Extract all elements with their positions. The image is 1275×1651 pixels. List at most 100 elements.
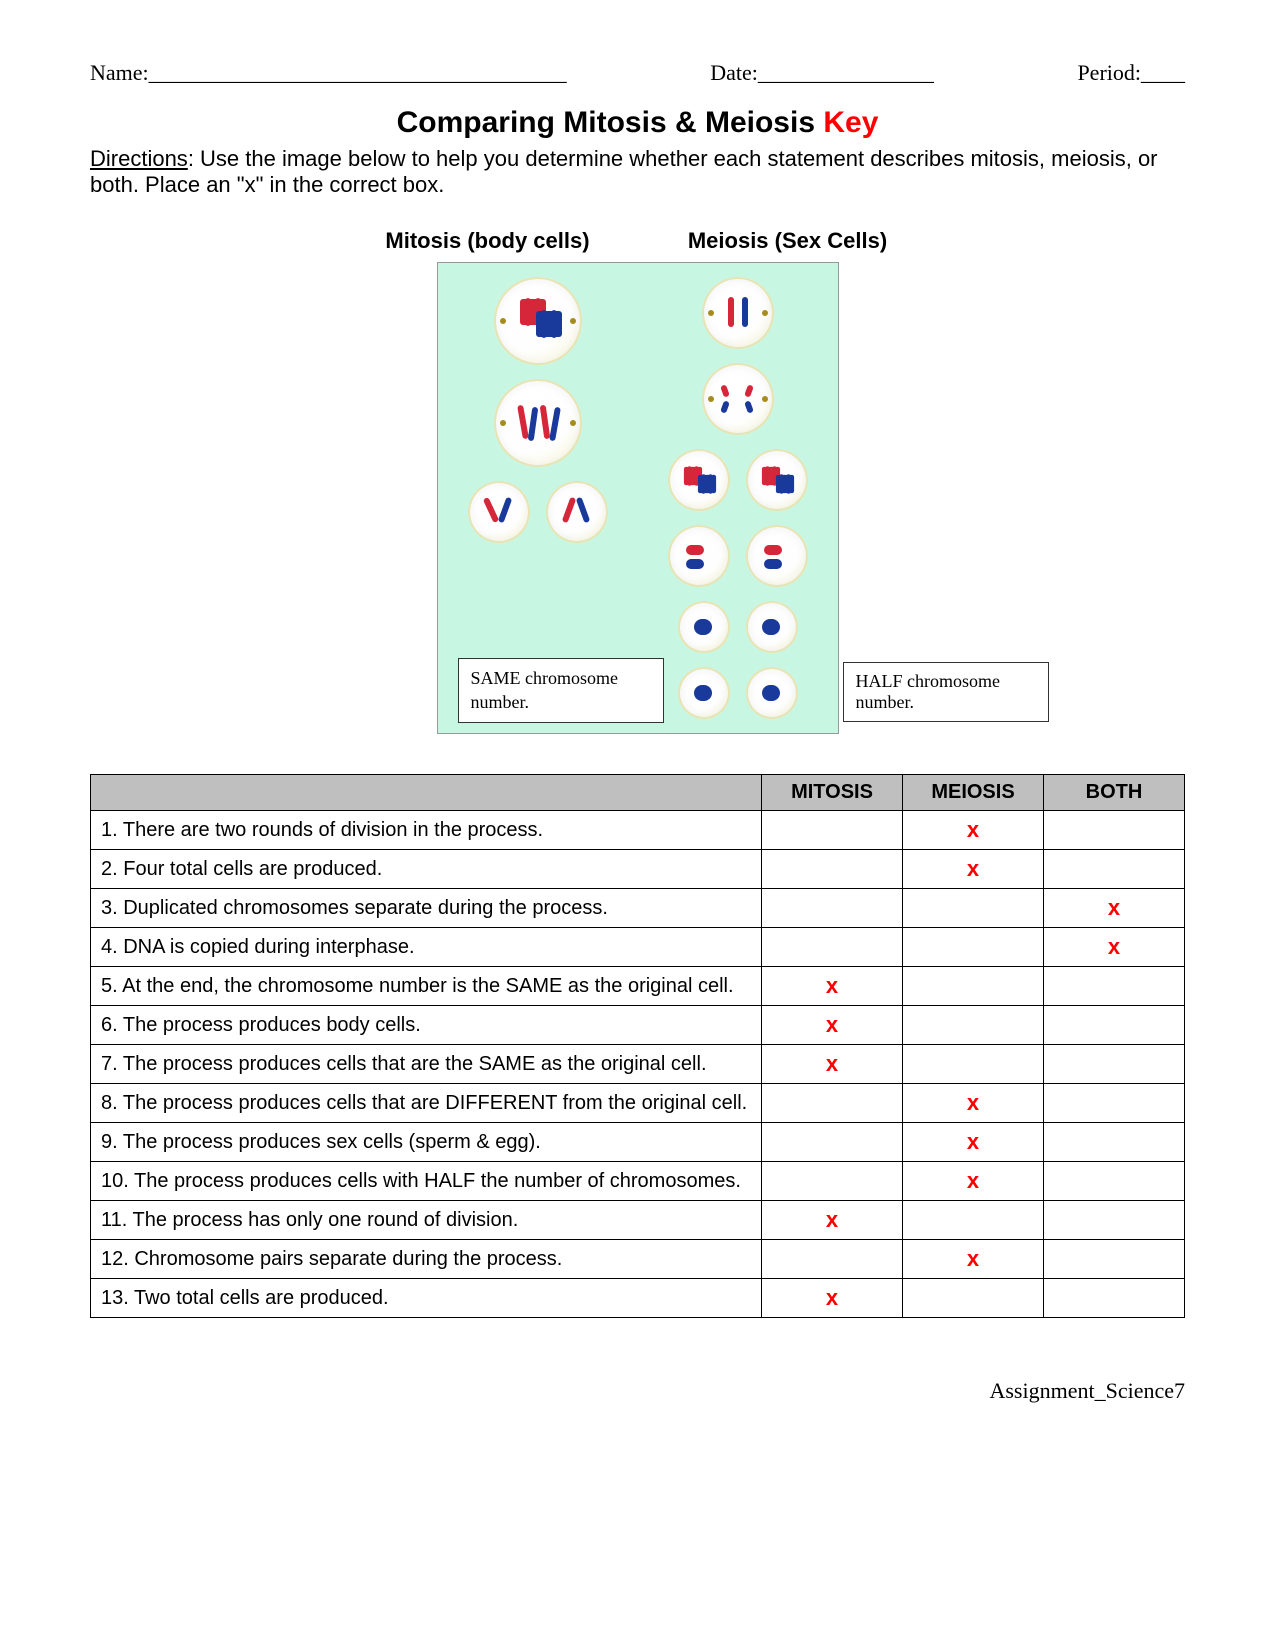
both-cell (1044, 1123, 1185, 1162)
name-field: Name:___________________________________… (90, 60, 567, 86)
mitosis-cell (762, 1162, 903, 1201)
date-field: Date:________________ (710, 60, 934, 86)
statement-cell: 8. The process produces cells that are D… (91, 1084, 762, 1123)
mitosis-title: Mitosis (body cells) (363, 228, 613, 254)
table-body: 1. There are two rounds of division in t… (91, 811, 1185, 1318)
meiosis-cell (903, 967, 1044, 1006)
meiosis-cell: x (903, 1084, 1044, 1123)
directions-label: Directions (90, 146, 188, 171)
meiosis-final-3 (678, 667, 730, 719)
meiosis-cell: x (903, 811, 1044, 850)
meiosis-final-1 (678, 601, 730, 653)
meiosis-cell (903, 1045, 1044, 1084)
table-row: 3. Duplicated chromosomes separate durin… (91, 889, 1185, 928)
meiosis-cell: x (903, 1240, 1044, 1279)
meiosis-column (668, 277, 808, 719)
both-cell (1044, 811, 1185, 850)
both-cell: x (1044, 928, 1185, 967)
th-statement (91, 775, 762, 811)
meiosis-cell-3a (668, 449, 730, 511)
statement-cell: 11. The process has only one round of di… (91, 1201, 762, 1240)
meiosis-final-2 (746, 601, 798, 653)
th-mitosis: MITOSIS (762, 775, 903, 811)
meiosis-cell (903, 1279, 1044, 1318)
table-row: 12. Chromosome pairs separate during the… (91, 1240, 1185, 1279)
header-fields: Name:___________________________________… (90, 60, 1185, 86)
meiosis-cell-2 (702, 363, 774, 435)
statement-cell: 4. DNA is copied during interphase. (91, 928, 762, 967)
mitosis-cell (762, 850, 903, 889)
page-title: Comparing Mitosis & Meiosis Key (90, 106, 1185, 140)
diagram-box: SAME chromosome number. (437, 262, 839, 734)
meiosis-final-4 (746, 667, 798, 719)
mitosis-cell (762, 928, 903, 967)
both-cell (1044, 1162, 1185, 1201)
statement-cell: 10. The process produces cells with HALF… (91, 1162, 762, 1201)
table-row: 8. The process produces cells that are D… (91, 1084, 1185, 1123)
table-row: 1. There are two rounds of division in t… (91, 811, 1185, 850)
table-row: 2. Four total cells are produced. x (91, 850, 1185, 889)
statement-cell: 6. The process produces body cells. (91, 1006, 762, 1045)
meiosis-cell (903, 889, 1044, 928)
mitosis-cell (762, 1240, 903, 1279)
both-cell (1044, 1006, 1185, 1045)
both-cell (1044, 1240, 1185, 1279)
statement-cell: 13. Two total cells are produced. (91, 1279, 762, 1318)
footer: Assignment_Science7 (90, 1378, 1185, 1404)
answer-table: MITOSIS MEIOSIS BOTH 1. There are two ro… (90, 774, 1185, 1318)
note-half: HALF chromosome number. (843, 662, 1049, 722)
title-key: Key (823, 106, 878, 139)
mitosis-cell (762, 889, 903, 928)
meiosis-cell-4a (668, 525, 730, 587)
note-same: SAME chromosome number. (458, 658, 664, 723)
directions-text: : Use the image below to help you determ… (90, 146, 1158, 197)
meiosis-cell: x (903, 1123, 1044, 1162)
both-cell (1044, 850, 1185, 889)
th-both: BOTH (1044, 775, 1185, 811)
statement-cell: 5. At the end, the chromosome number is … (91, 967, 762, 1006)
mitosis-daughter-1 (468, 481, 530, 543)
mitosis-cell (762, 1123, 903, 1162)
table-row: 13. Two total cells are produced.x (91, 1279, 1185, 1318)
table-row: 6. The process produces body cells.x (91, 1006, 1185, 1045)
mitosis-cell: x (762, 1006, 903, 1045)
table-row: 7. The process produces cells that are t… (91, 1045, 1185, 1084)
table-row: 10. The process produces cells with HALF… (91, 1162, 1185, 1201)
meiosis-cell (903, 928, 1044, 967)
mitosis-cell: x (762, 1201, 903, 1240)
meiosis-cell-3b (746, 449, 808, 511)
meiosis-cell (903, 1201, 1044, 1240)
mitosis-cell: x (762, 967, 903, 1006)
meiosis-cell (903, 1006, 1044, 1045)
mitosis-cell (762, 811, 903, 850)
meiosis-cell: x (903, 1162, 1044, 1201)
both-cell (1044, 1045, 1185, 1084)
meiosis-cell: x (903, 850, 1044, 889)
table-row: 11. The process has only one round of di… (91, 1201, 1185, 1240)
th-meiosis: MEIOSIS (903, 775, 1044, 811)
diagram-outer: SAME chromosome number. HALF chromosome … (437, 262, 839, 734)
title-main: Comparing Mitosis & Meiosis (397, 106, 824, 139)
mitosis-daughter-2 (546, 481, 608, 543)
diagram-section: Mitosis (body cells) Meiosis (Sex Cells) (90, 228, 1185, 734)
table-row: 4. DNA is copied during interphase. x (91, 928, 1185, 967)
directions: Directions: Use the image below to help … (90, 146, 1185, 198)
meiosis-title: Meiosis (Sex Cells) (663, 228, 913, 254)
both-cell (1044, 967, 1185, 1006)
statement-cell: 7. The process produces cells that are t… (91, 1045, 762, 1084)
both-cell: x (1044, 889, 1185, 928)
mitosis-cell: x (762, 1279, 903, 1318)
mitosis-cell: x (762, 1045, 903, 1084)
statement-cell: 3. Duplicated chromosomes separate durin… (91, 889, 762, 928)
statement-cell: 9. The process produces sex cells (sperm… (91, 1123, 762, 1162)
mitosis-column (468, 277, 608, 627)
statement-cell: 1. There are two rounds of division in t… (91, 811, 762, 850)
meiosis-cell-1 (702, 277, 774, 349)
table-row: 5. At the end, the chromosome number is … (91, 967, 1185, 1006)
mitosis-cell (762, 1084, 903, 1123)
statement-cell: 12. Chromosome pairs separate during the… (91, 1240, 762, 1279)
mitosis-cell-2 (494, 379, 582, 467)
mitosis-cell-1 (494, 277, 582, 365)
period-field: Period:____ (1077, 60, 1185, 86)
statement-cell: 2. Four total cells are produced. (91, 850, 762, 889)
